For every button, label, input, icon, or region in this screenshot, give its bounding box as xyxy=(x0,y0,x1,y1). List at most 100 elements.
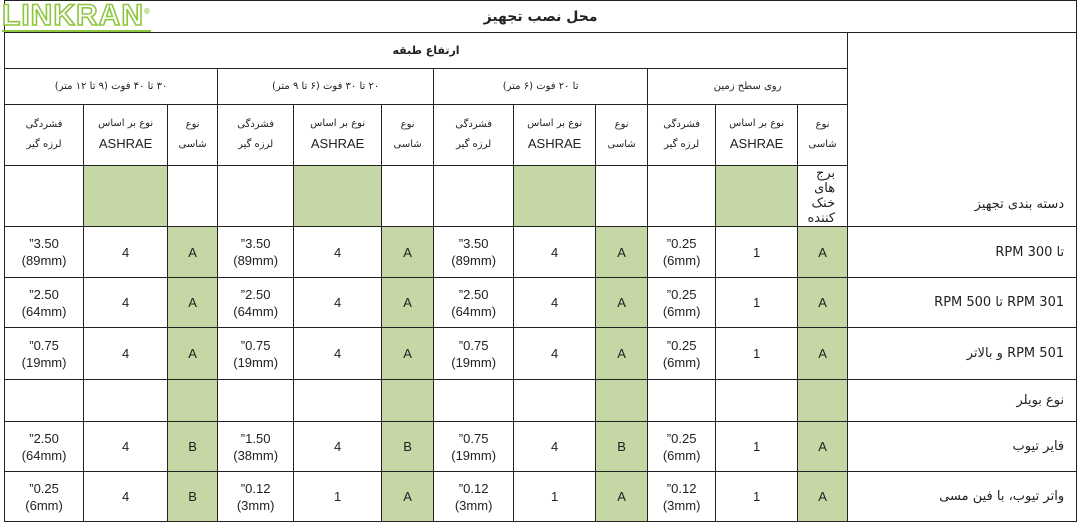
equipment-category: تا 300 RPM xyxy=(847,226,1078,278)
table-row: نوع بویلر xyxy=(3,379,1078,422)
deflection-cell: 2.50” (64mm) xyxy=(3,421,85,472)
ashrae-cell: 4 xyxy=(83,277,169,328)
table-row: واتر تیوب، با فین مسی A 1 0.12” (3mm) A 1 0… xyxy=(3,471,1078,522)
table-row: 301 RPM تا 500 RPM A 1 0.25” (6mm) A 4 2.50… xyxy=(3,277,1078,328)
deflection-cell: 0.75” (19mm) xyxy=(433,421,515,472)
deflection-cell: 3.50” (89mm) xyxy=(217,226,295,278)
ashrae-label: نوع بر اساس xyxy=(310,118,366,129)
empty-cell xyxy=(381,165,435,227)
deflection-mm: (6mm) xyxy=(662,354,701,370)
deflection-inch: 0.25” xyxy=(29,480,59,496)
height-group-header: روی سطح زمین xyxy=(647,68,849,105)
chassis-cell: A xyxy=(595,226,649,278)
chassis-cell: A xyxy=(797,421,849,472)
deflection-inch: 0.75” xyxy=(240,337,271,353)
deflection-mm: (89mm) xyxy=(451,253,497,268)
chassis-cell: A xyxy=(797,327,849,380)
deflection-inch: 3.50” xyxy=(458,236,489,251)
height-group-header: ۳۰ تا ۴۰ فوت (۹ تا ۱۲ متر) xyxy=(3,68,219,105)
deflection-mm: (64mm) xyxy=(21,447,67,463)
table-row: تا 300 RPM A 1 0.25” (6mm) A 4 3.50” (89mm) A… xyxy=(3,226,1078,278)
deflection-inch: 0.75” xyxy=(458,337,489,353)
deflection-cell: 0.25” (6mm) xyxy=(647,421,717,472)
deflection-inch: 1.50” xyxy=(240,430,271,446)
deflection-cell: 0.12” (3mm) xyxy=(217,471,295,522)
deflection-cell: 2.50” (64mm) xyxy=(217,277,295,328)
ashrae-cell: 1 xyxy=(715,277,799,328)
ashrae-type-header: نوع بر اساس ASHRAE xyxy=(715,104,799,166)
chassis-cell: A xyxy=(381,277,435,328)
ashrae-label: نوع بر اساس xyxy=(98,118,154,129)
chassis-type-header: نوع شاسی xyxy=(797,104,849,166)
deflection-inch: 2.50” xyxy=(458,286,489,302)
chassis-cell: A xyxy=(167,277,219,328)
deflection-cell: 1.50” (38mm) xyxy=(217,421,295,472)
deflection-label: فشردگی xyxy=(663,119,701,130)
ashrae-cell: 4 xyxy=(293,421,383,472)
ashrae-cell: 4 xyxy=(513,277,597,328)
chassis-type-header: نوع شاسی xyxy=(595,104,649,166)
deflection-inch: 0.12” xyxy=(666,480,697,496)
chassis-cell: B xyxy=(167,421,219,472)
ashrae-cell: 1 xyxy=(513,471,597,522)
deflection-inch: 0.12” xyxy=(458,480,489,496)
empty-cell xyxy=(293,379,383,422)
empty-cell xyxy=(647,379,717,422)
deflection-mm: (19mm) xyxy=(451,447,497,463)
deflection-cell: 3.50” (89mm) xyxy=(3,226,85,278)
chassis-cell xyxy=(167,379,219,422)
ashrae-cell: 4 xyxy=(293,277,383,328)
ashrae-label: ASHRAE xyxy=(729,136,784,151)
isolator-deflection-header: فشردگی لرزه گیر xyxy=(647,104,717,166)
ashrae-cell: 4 xyxy=(513,226,597,278)
deflection-mm: (19mm) xyxy=(451,354,497,370)
equipment-category: واتر تیوب، با فین مسی xyxy=(847,471,1078,522)
chassis-cell: A xyxy=(797,226,849,278)
deflection-mm: (89mm) xyxy=(233,253,279,268)
ashrae-cell: 1 xyxy=(715,421,799,472)
equipment-category: فایر تیوب xyxy=(847,421,1078,472)
ashrae-cell: 4 xyxy=(513,327,597,380)
chassis-cell xyxy=(797,379,849,422)
chassis-cell xyxy=(381,379,435,422)
chassis-cell: A xyxy=(797,471,849,522)
deflection-inch: 3.50” xyxy=(240,236,271,251)
table-row: 501 RPM و بالاتر A 1 0.25” (6mm) A 4 0.75”(… xyxy=(3,327,1078,380)
deflection-mm: (6mm) xyxy=(662,253,701,268)
deflection-cell: 2.50” (64mm) xyxy=(433,277,515,328)
empty-cell xyxy=(3,379,85,422)
deflection-cell: 0.12” (3mm) xyxy=(647,471,717,522)
ashrae-label: نوع بر اساس xyxy=(729,118,785,129)
empty-cell xyxy=(3,165,85,227)
deflection-mm: (19mm) xyxy=(21,354,67,370)
deflection-label: فشردگی xyxy=(237,119,275,130)
empty-cell xyxy=(647,165,717,227)
chassis-cell: A xyxy=(381,226,435,278)
logo-text: LINKRAN xyxy=(1,0,144,32)
chassis-cell: B xyxy=(381,421,435,472)
ashrae-label: ASHRAE xyxy=(310,136,365,151)
ashrae-label: ASHRAE xyxy=(527,136,582,151)
deflection-cell: 0.25” (6mm) xyxy=(647,226,717,278)
isolator-deflection-header: فشردگی لرزه گیر xyxy=(3,104,85,166)
ashrae-cell: 1 xyxy=(715,226,799,278)
height-group-header: تا ۲۰ فوت (۶ متر) xyxy=(433,68,649,105)
ashrae-type-header: نوع بر اساس ASHRAE xyxy=(83,104,169,166)
ashrae-cell: 4 xyxy=(293,226,383,278)
empty-cell xyxy=(217,165,295,227)
deflection-mm: (6mm) xyxy=(662,303,701,319)
empty-cell xyxy=(167,165,219,227)
table-title: محل نصب تجهیز xyxy=(3,0,1078,33)
deflection-mm: (38mm) xyxy=(233,447,279,463)
floor-height-header: ارتفاع طبقه xyxy=(3,32,849,69)
ashrae-cell: 1 xyxy=(293,471,383,522)
chassis-cell: A xyxy=(381,327,435,380)
equipment-category: 301 RPM تا 500 RPM xyxy=(847,277,1078,328)
empty-cell xyxy=(433,165,515,227)
deflection-label: لرزه گیر xyxy=(238,139,274,150)
deflection-cell: 2.50” (64mm) xyxy=(3,277,85,328)
deflection-cell: 0.75” (19mm) xyxy=(433,327,515,380)
equipment-category: 501 RPM و بالاتر xyxy=(847,327,1078,380)
deflection-mm: (64mm) xyxy=(451,303,497,319)
ashrae-cell: 4 xyxy=(83,471,169,522)
